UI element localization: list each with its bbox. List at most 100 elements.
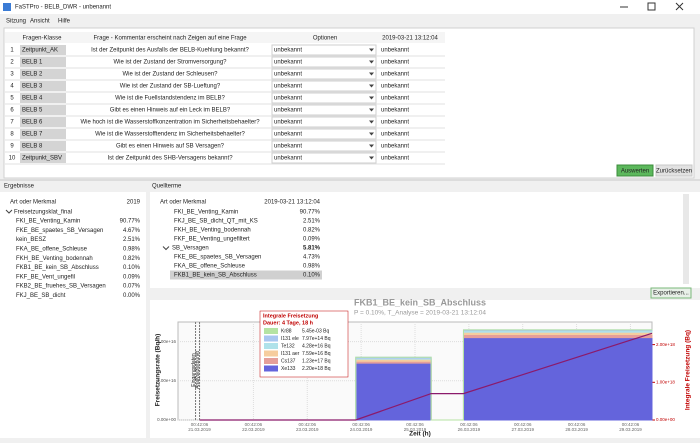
option-dropdown[interactable] (271, 140, 377, 152)
row-number: 2 (10, 60, 14, 66)
column-header: 2019-03-21 13:12:04 (264, 200, 320, 206)
class-cell (20, 69, 66, 79)
source-value: 0.09% (303, 237, 321, 243)
option-dropdown[interactable] (271, 104, 377, 116)
tree-value: 0.98% (123, 246, 141, 252)
x-tick-label: 29.03.2019 (619, 427, 642, 432)
option-value: unbekannt (274, 72, 302, 78)
tree-item: FKB2_BE_fruehes_SB_Versagen (16, 284, 106, 290)
maximize[interactable] (647, 2, 656, 11)
source-value: 0.82% (303, 228, 321, 234)
option-value: unbekannt (274, 144, 302, 150)
option-dropdown[interactable] (271, 56, 377, 68)
menu-item[interactable]: Hilfe (58, 19, 71, 25)
legend-swatch (264, 350, 278, 357)
close[interactable] (675, 2, 684, 11)
row-number: 5 (10, 96, 14, 102)
question-text: Ist der Zeitpunkt des Ausfalls der BELB-… (91, 48, 249, 54)
tree-group: Freisetzungsklat_final (14, 210, 72, 216)
option-dropdown[interactable] (271, 92, 377, 104)
legend-name: Cs137 (281, 358, 296, 364)
source-item: FKA_BE_offene_Schleuse (174, 264, 246, 270)
source-item: FKH_BE_Venting_bodennah (174, 228, 251, 234)
row-number: 10 (9, 156, 16, 162)
question-result: unbekannt (381, 48, 409, 54)
source-value: 2.51% (303, 219, 321, 225)
row-number: 8 (10, 132, 14, 138)
class-cell (20, 81, 66, 91)
x-tick-time: 00:42:06 (514, 422, 532, 427)
question-class: BELB 8 (22, 144, 43, 150)
question-text: Wie ist die Wasserstofftendenz im Sicher… (95, 132, 245, 138)
expander (162, 246, 170, 251)
question-class: BELB 5 (22, 108, 43, 114)
expander (5, 209, 13, 214)
column-header: Frage - Kommentar erscheint nach Zeigen … (93, 36, 247, 42)
legend-total: 7.97e+14 Bq (302, 336, 331, 342)
question-text: Gibt es einen Hinweis auf SB Versagen? (116, 144, 225, 150)
x-tick-time: 00:42:06 (352, 422, 370, 427)
tree-item: FKF_BE_Vent_ungefil (16, 274, 75, 280)
x-tick-time: 00:42:06 (568, 422, 586, 427)
question-class: BELB 3 (22, 84, 43, 90)
export-button[interactable] (650, 287, 692, 299)
legend-name: I131 ele (281, 336, 299, 342)
window-title: FaSTPro - BELB_DWR - unbenannt (15, 5, 111, 11)
reset-button[interactable] (655, 164, 693, 177)
source-value: 4.73% (303, 255, 321, 261)
x-tick-label: 24.03.2019 (350, 427, 373, 432)
option-dropdown[interactable] (271, 44, 377, 56)
app-icon (3, 3, 11, 11)
evaluate-button[interactable] (616, 164, 654, 177)
row-number: 7 (10, 120, 14, 126)
question-result: unbekannt (381, 156, 409, 162)
y2-tick-label: 0.00e+00 (656, 417, 675, 422)
question-class: Zeitpunkt_SBV (22, 156, 62, 162)
question-result: unbekannt (381, 84, 409, 90)
menu-item[interactable]: Sitzung (6, 19, 26, 25)
dropdown-arrow (369, 132, 374, 136)
menu-item[interactable]: Ansicht (30, 19, 50, 25)
question-result: unbekannt (381, 60, 409, 66)
question-text: Wie ist der Zustand der Stromversorgung? (113, 60, 227, 66)
x-tick-time: 00:42:06 (245, 422, 263, 427)
row-number: 9 (10, 144, 14, 150)
tree-value: 0.10% (123, 265, 141, 271)
x-tick-label: 26.03.2019 (458, 427, 481, 432)
evaluate-label: Auswerten (621, 169, 649, 175)
tree-item: FKI_BE_Venting_Kamin (16, 219, 80, 225)
tree-value: 2.51% (123, 237, 141, 243)
option-dropdown[interactable] (271, 152, 377, 164)
column-header: 2019 (127, 200, 141, 206)
option-value: unbekannt (274, 84, 302, 90)
class-cell (20, 129, 66, 139)
question-class: Zeitpunkt_AK (22, 48, 58, 54)
legend-total: 2.20e+18 Bq (302, 366, 331, 372)
source-item: FKF_BE_Venting_ungefiltert (174, 237, 250, 243)
source-item: FKB1_BE_kein_SB_Abschluss (174, 273, 257, 279)
class-cell (20, 105, 66, 115)
question-result: unbekannt (381, 108, 409, 114)
x-tick-time: 00:42:06 (406, 422, 424, 427)
row-number: 4 (10, 84, 14, 90)
tree-value: 0.09% (123, 274, 141, 280)
option-dropdown[interactable] (271, 68, 377, 80)
option-dropdown[interactable] (271, 80, 377, 92)
y2-tick-label: 2.00e+18 (656, 342, 675, 347)
question-text: Wie hoch ist die Wasserstoffkonzentratio… (80, 120, 260, 126)
legend-name: Te132 (281, 343, 295, 349)
column-header: Fragen-Klasse (22, 36, 62, 42)
dropdown-arrow (369, 48, 374, 52)
source-group: SB_Versagen (172, 246, 209, 252)
legend-name: Kr88 (281, 328, 292, 334)
dropdown-arrow (369, 144, 374, 148)
scrollbar[interactable] (683, 194, 689, 284)
option-dropdown[interactable] (271, 116, 377, 128)
y-tick-label: 2.00e+16 (157, 339, 176, 344)
source-value: 0.10% (303, 273, 321, 279)
source-group-value: 5.81% (303, 246, 321, 252)
class-cell (20, 45, 66, 55)
option-dropdown[interactable] (271, 128, 377, 140)
legend-total: 5.45e-03 Bq (302, 328, 329, 334)
